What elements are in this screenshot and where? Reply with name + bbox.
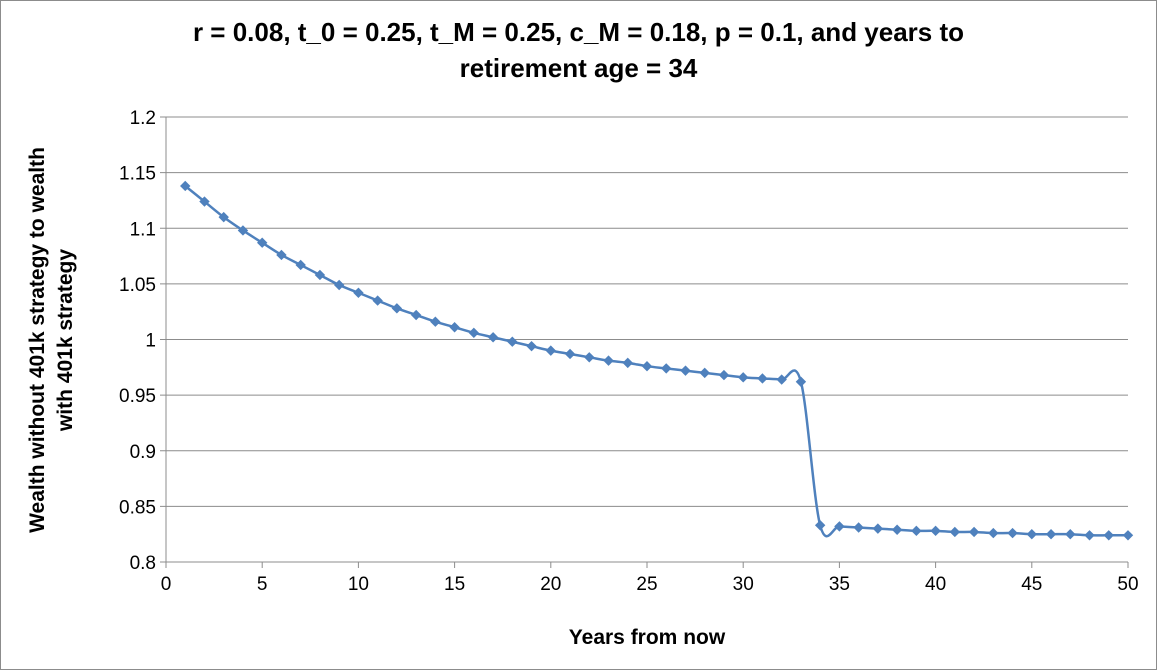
y-tick-label: 1.05 bbox=[119, 275, 156, 296]
data-point bbox=[564, 348, 576, 360]
x-axis-title: Years from now bbox=[569, 626, 726, 649]
data-point bbox=[333, 279, 345, 291]
data-point bbox=[603, 355, 614, 366]
data-point bbox=[795, 376, 807, 387]
y-axis-title: Wealth without 401k strategy to wealth w… bbox=[26, 147, 77, 533]
data-point bbox=[410, 309, 422, 321]
chart-title-line-2: retirement age = 34 bbox=[459, 53, 698, 83]
y-tick-labels: 0.8 0.85 0.9 0.95 1 1.05 1.1 1.15 1.2 bbox=[119, 108, 156, 574]
data-point bbox=[834, 521, 845, 532]
data-point bbox=[507, 336, 518, 347]
y-tick-label: 0.9 bbox=[130, 442, 156, 463]
data-point bbox=[1065, 528, 1076, 540]
data-point bbox=[1045, 528, 1057, 540]
y-axis-title-line-1: Wealth without 401k strategy to wealth bbox=[26, 147, 49, 533]
data-point bbox=[276, 249, 287, 261]
data-point bbox=[1103, 530, 1114, 541]
data-point bbox=[911, 525, 922, 537]
data-point bbox=[295, 259, 306, 271]
series bbox=[180, 180, 1134, 541]
series-line bbox=[184, 185, 1128, 538]
x-tick-label: 25 bbox=[636, 574, 657, 595]
data-point bbox=[372, 295, 383, 306]
axes bbox=[160, 116, 1129, 568]
data-point bbox=[218, 211, 229, 223]
data-point bbox=[1084, 530, 1095, 541]
data-point bbox=[1026, 528, 1038, 540]
data-point bbox=[256, 237, 268, 248]
x-tick-label: 5 bbox=[257, 574, 268, 595]
y-tick-label: 0.8 bbox=[130, 553, 156, 574]
x-tick-label: 30 bbox=[733, 574, 754, 595]
data-point bbox=[314, 269, 326, 281]
data-point bbox=[353, 287, 364, 298]
x-tick-label: 35 bbox=[829, 574, 850, 595]
data-point bbox=[487, 332, 499, 343]
data-point bbox=[680, 365, 691, 376]
gridlines bbox=[166, 116, 1128, 507]
y-tick-label: 1.1 bbox=[130, 219, 156, 240]
y-tick-label: 0.95 bbox=[119, 386, 156, 407]
y-tick-label: 1.2 bbox=[130, 108, 156, 129]
y-tick-label: 1.15 bbox=[119, 164, 156, 185]
data-point bbox=[891, 524, 903, 535]
data-point bbox=[1007, 527, 1018, 539]
data-point bbox=[988, 527, 999, 539]
data-point bbox=[180, 180, 191, 192]
data-point bbox=[949, 526, 961, 538]
x-tick-label: 50 bbox=[1117, 574, 1138, 595]
data-point bbox=[449, 322, 460, 333]
x-tick-label: 40 bbox=[925, 574, 946, 595]
x-tick-label: 45 bbox=[1021, 574, 1042, 595]
data-point bbox=[622, 357, 633, 369]
data-point bbox=[930, 525, 941, 537]
data-point bbox=[468, 327, 480, 339]
data-point bbox=[718, 369, 730, 381]
x-tick-label: 20 bbox=[540, 574, 561, 595]
data-point bbox=[968, 526, 980, 538]
data-point bbox=[814, 520, 826, 531]
data-point bbox=[737, 372, 749, 383]
data-point bbox=[757, 373, 768, 384]
data-point bbox=[1122, 530, 1134, 541]
x-tick-label: 10 bbox=[348, 574, 369, 595]
data-point bbox=[661, 363, 672, 374]
y-tick-label: 1 bbox=[145, 331, 156, 352]
data-point bbox=[199, 196, 210, 207]
data-point bbox=[584, 352, 595, 363]
y-axis-title-line-2: with 401k strategy bbox=[54, 249, 77, 432]
data-point bbox=[699, 367, 710, 379]
data-point bbox=[853, 522, 864, 533]
x-tick-labels: 0 5 10 15 20 25 30 35 40 45 50 bbox=[161, 574, 1139, 595]
data-point bbox=[430, 316, 441, 327]
data-point bbox=[391, 303, 403, 314]
data-point bbox=[872, 523, 884, 534]
chart-title: r = 0.08, t_0 = 0.25, t_M = 0.25, c_M = … bbox=[60, 14, 1097, 86]
data-point bbox=[776, 374, 787, 385]
data-point bbox=[545, 345, 557, 356]
data-point bbox=[526, 340, 537, 352]
x-tick-label: 0 bbox=[161, 574, 172, 595]
chart-title-line-1: r = 0.08, t_0 = 0.25, t_M = 0.25, c_M = … bbox=[192, 17, 965, 47]
data-point bbox=[237, 225, 249, 236]
y-tick-label: 0.85 bbox=[119, 497, 156, 518]
x-tick-label: 15 bbox=[444, 574, 465, 595]
data-point bbox=[641, 360, 653, 372]
